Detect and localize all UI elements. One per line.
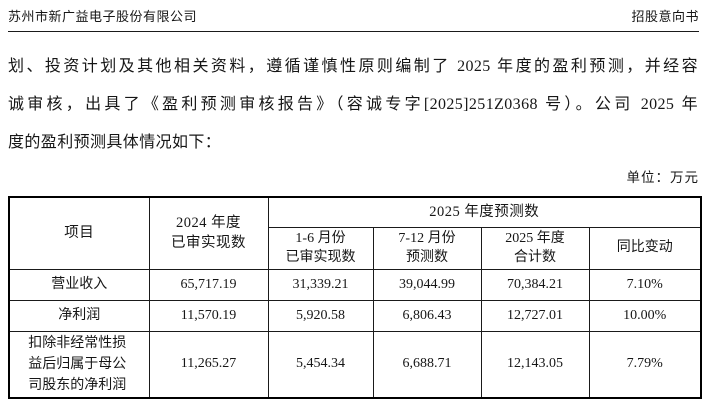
cell-2025-total: 12,727.01 (480, 299, 590, 332)
row-item-label: 净利润 (8, 299, 150, 332)
paragraph-line-3: 度的盈利预测具体情况如下： (8, 134, 222, 151)
cell-h2-forecast: 6,688.71 (372, 330, 482, 399)
profit-forecast-table: 项目 2024 年度 已审实现数 2025 年度预测数 1-6 月份 已审实现数… (8, 196, 702, 399)
cell-h1-actual: 5,920.58 (267, 299, 374, 332)
page-header: 苏州市新广益电子股份有限公司 招股意向书 (8, 6, 699, 32)
row-item-label: 营业收入 (8, 268, 150, 301)
row-item-label: 扣除非经常性损益后归属于母公司股东的净利润 (8, 330, 150, 399)
table-row-deducted-net-profit: 扣除非经常性损益后归属于母公司股东的净利润 11,265.27 5,454.34… (8, 330, 702, 399)
column-header-h1-actual: 1-6 月份 已审实现数 (267, 226, 374, 270)
cell-h2-forecast: 6,806.43 (372, 299, 482, 332)
table-row-revenue: 营业收入 65,717.19 31,339.21 39,044.99 70,38… (8, 268, 702, 301)
doc-type-label: 招股意向书 (631, 9, 699, 24)
cell-h1-actual: 31,339.21 (267, 268, 374, 301)
cell-yoy-change: 7.10% (588, 268, 702, 301)
column-header-item: 项目 (8, 196, 150, 270)
cell-yoy-change: 10.00% (588, 299, 702, 332)
cell-2025-total: 12,143.05 (480, 330, 590, 399)
cell-2024-actual: 11,265.27 (148, 330, 269, 399)
table-row-net-profit: 净利润 11,570.19 5,920.58 6,806.43 12,727.0… (8, 299, 702, 332)
cell-yoy-change: 7.79% (588, 330, 702, 399)
paragraph-line-1: 划、投资计划及其他相关资料，遵循谨慎性原则编制了 2025 年度的盈利预测，并经… (8, 58, 698, 75)
column-header-2025-total: 2025 年度 合计数 (480, 226, 590, 270)
cell-2025-total: 70,384.21 (480, 268, 590, 301)
cell-h2-forecast: 39,044.99 (372, 268, 482, 301)
paragraph: 划、投资计划及其他相关资料，遵循谨慎性原则编制了 2025 年度的盈利预测，并经… (8, 48, 698, 162)
column-header-2024-actual: 2024 年度 已审实现数 (148, 196, 269, 270)
column-header-h2-forecast: 7-12 月份 预测数 (372, 226, 482, 270)
table-header-group-row: 项目 2024 年度 已审实现数 2025 年度预测数 (8, 196, 702, 270)
column-header-yoy-change: 同比变动 (588, 226, 702, 270)
cell-h1-actual: 5,454.34 (267, 330, 374, 399)
company-name: 苏州市新广益电子股份有限公司 (8, 9, 198, 24)
table-header-sub-row: 1-6 月份 已审实现数 7-12 月份 预测数 2025 年度 合计数 同比变… (9, 226, 702, 270)
cell-2024-actual: 65,717.19 (148, 268, 269, 301)
unit-note: 单位：万元 (626, 170, 699, 185)
paragraph-line-2: 诚审核，出具了《盈利预测审核报告》（容诚专字[2025]251Z0368 号）。… (8, 96, 698, 113)
row-item-label-text: 扣除非经常性损益后归属于母公司股东的净利润 (28, 335, 127, 393)
column-header-2025-forecast-group: 2025 年度预测数 (267, 196, 702, 228)
cell-2024-actual: 11,570.19 (148, 299, 269, 332)
